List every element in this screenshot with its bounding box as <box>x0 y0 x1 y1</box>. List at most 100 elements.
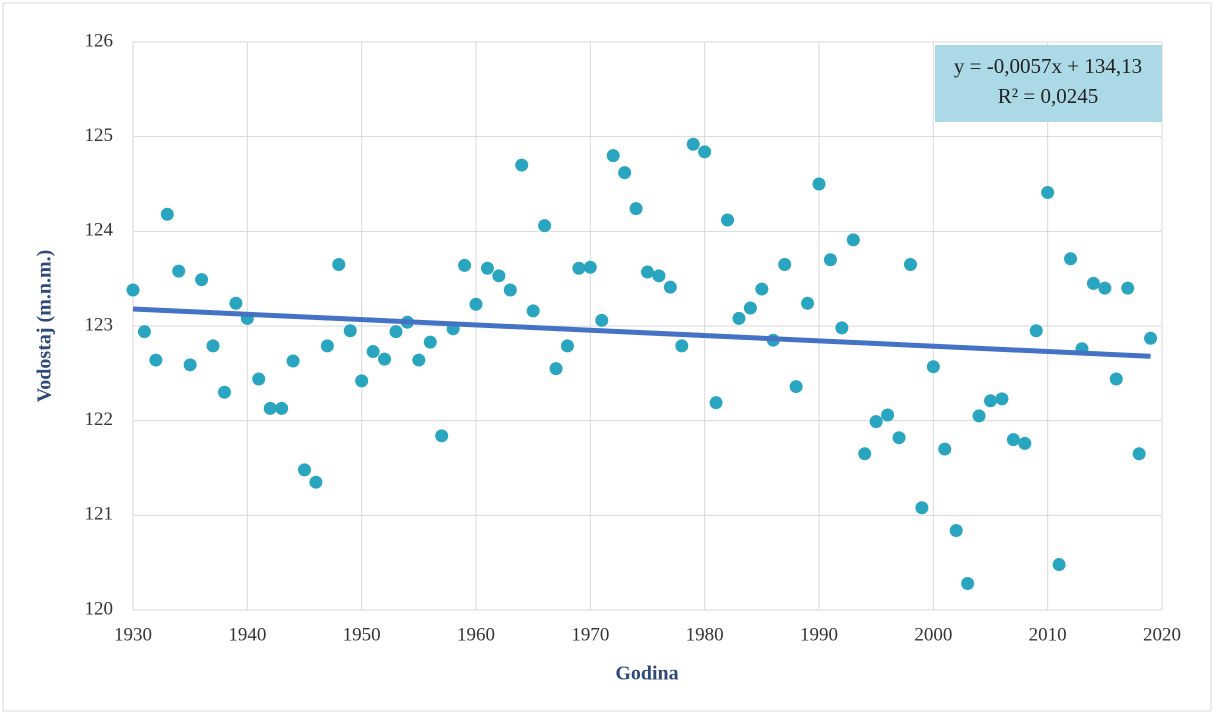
point <box>1098 281 1112 295</box>
point <box>183 358 197 372</box>
x-tick-label: 1970 <box>571 624 609 645</box>
point <box>961 576 975 590</box>
point <box>355 374 369 388</box>
point <box>160 207 174 221</box>
point <box>309 475 323 489</box>
y-tick-label: 123 <box>85 314 114 335</box>
x-tick-label: 2010 <box>1029 624 1067 645</box>
point <box>823 253 837 267</box>
point <box>812 177 826 191</box>
x-tick-label: 1980 <box>686 624 724 645</box>
point <box>709 396 723 410</box>
point <box>1041 186 1055 200</box>
trendline <box>132 306 1151 359</box>
point <box>263 401 277 415</box>
point <box>217 385 231 399</box>
point <box>743 301 757 315</box>
point <box>343 324 357 338</box>
point <box>698 145 712 159</box>
point <box>252 372 266 386</box>
x-tick-label: 1960 <box>457 624 495 645</box>
x-axis-title: Godina <box>615 663 678 685</box>
point <box>137 325 151 339</box>
point <box>412 353 426 367</box>
point <box>172 264 186 278</box>
point <box>732 311 746 325</box>
point <box>503 283 517 297</box>
point <box>915 501 929 515</box>
point <box>1006 433 1020 447</box>
x-tick-label: 1950 <box>343 624 381 645</box>
point <box>195 273 209 287</box>
y-axis-title: Vodostaj (m.n.m.) <box>34 250 56 403</box>
point <box>275 401 289 415</box>
point <box>126 283 140 297</box>
point <box>846 233 860 247</box>
point <box>515 158 529 172</box>
y-tick-label: 122 <box>85 409 114 430</box>
point <box>458 258 472 272</box>
point <box>972 409 986 423</box>
point <box>641 265 654 279</box>
point <box>1086 276 1100 290</box>
y-tick-label: 125 <box>85 125 114 146</box>
point <box>378 352 392 366</box>
point <box>618 166 632 180</box>
point <box>949 523 963 537</box>
point <box>892 431 906 445</box>
point <box>652 269 666 283</box>
point <box>835 321 849 335</box>
point <box>538 219 552 233</box>
point <box>560 339 574 353</box>
y-tick-label: 121 <box>85 504 114 525</box>
point <box>663 280 677 294</box>
point <box>1018 436 1032 450</box>
x-tick-label: 1940 <box>228 624 266 645</box>
point <box>1052 558 1066 572</box>
point <box>320 339 334 353</box>
point <box>1144 331 1158 345</box>
point <box>881 408 895 422</box>
point <box>1109 372 1123 386</box>
y-tick-label: 126 <box>85 30 114 51</box>
point <box>801 296 815 310</box>
y-tick-label: 124 <box>85 220 114 241</box>
point <box>595 313 609 327</box>
point <box>1132 447 1146 461</box>
point <box>869 415 883 429</box>
point <box>984 394 997 408</box>
point <box>903 257 917 271</box>
y-tick-label: 120 <box>85 598 114 619</box>
point <box>492 269 506 283</box>
x-tick-label: 2000 <box>914 624 952 645</box>
point <box>572 261 586 275</box>
point <box>1029 324 1043 338</box>
point <box>686 137 700 151</box>
point <box>778 257 792 271</box>
point <box>606 149 620 163</box>
point <box>675 339 689 353</box>
point <box>480 261 494 275</box>
point <box>366 345 380 359</box>
point <box>423 335 437 349</box>
point <box>858 447 872 461</box>
point <box>1121 281 1135 295</box>
x-tick-label: 1930 <box>114 624 152 645</box>
point <box>755 282 769 296</box>
point <box>995 392 1009 406</box>
point <box>789 380 803 394</box>
point <box>298 463 311 477</box>
point <box>332 257 346 271</box>
point <box>469 297 483 311</box>
x-tick-label: 2020 <box>1143 624 1181 645</box>
point <box>229 296 243 310</box>
point <box>583 260 597 274</box>
point <box>926 360 940 374</box>
point <box>286 354 300 368</box>
point <box>629 202 643 216</box>
point <box>1064 252 1078 266</box>
point <box>389 325 403 339</box>
point <box>938 442 952 456</box>
point <box>206 339 220 353</box>
